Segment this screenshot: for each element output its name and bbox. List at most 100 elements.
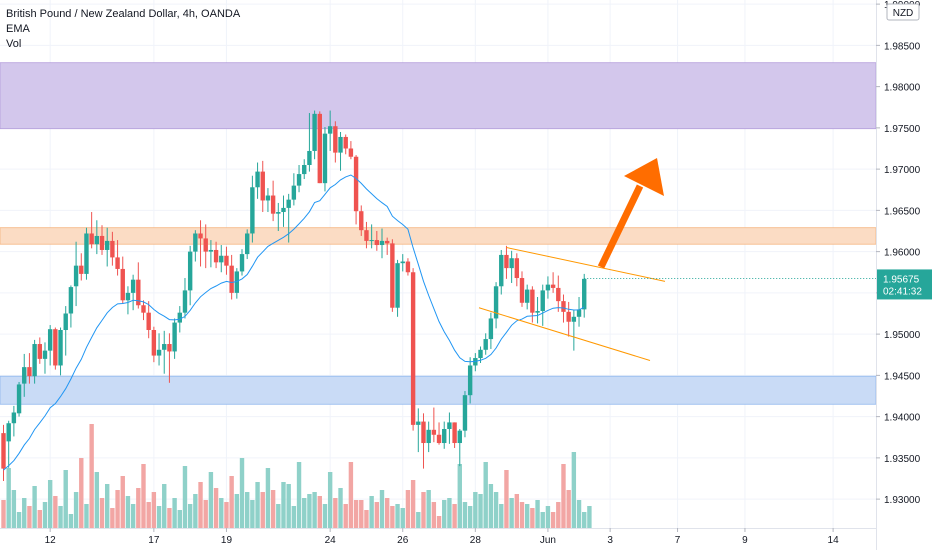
candle-body[interactable]	[369, 240, 374, 242]
price-tag[interactable]	[877, 269, 932, 300]
candle-body[interactable]	[390, 243, 395, 308]
candle-body[interactable]	[312, 113, 317, 151]
candle-body[interactable]	[198, 233, 203, 239]
candle-body[interactable]	[514, 258, 520, 279]
candle-body[interactable]	[442, 429, 447, 444]
currency-badge[interactable]	[886, 3, 920, 21]
candle-body[interactable]	[488, 318, 494, 340]
candle-body[interactable]	[571, 316, 577, 322]
ema-line[interactable]	[3, 174, 585, 471]
candle-body[interactable]	[250, 187, 255, 234]
candle-body[interactable]	[255, 171, 260, 188]
candle-body[interactable]	[11, 412, 17, 424]
candle-body[interactable]	[37, 344, 42, 359]
zone-resistance[interactable]	[0, 62, 877, 130]
candle-body[interactable]	[436, 434, 442, 444]
candle-body[interactable]	[556, 287, 561, 302]
candle-body[interactable]	[524, 289, 530, 303]
candle-body[interactable]	[125, 292, 131, 301]
candle-body[interactable]	[545, 284, 551, 291]
candle-body[interactable]	[58, 330, 63, 366]
candle-body[interactable]	[151, 330, 157, 356]
candle-body[interactable]	[317, 113, 322, 184]
candle-body[interactable]	[94, 235, 100, 245]
candle-body[interactable]	[582, 278, 587, 310]
candle-body[interactable]	[286, 199, 291, 208]
candle-body[interactable]	[229, 265, 234, 293]
candle-body[interactable]	[84, 233, 89, 274]
candle-body[interactable]	[110, 240, 115, 258]
candle-body[interactable]	[410, 272, 416, 425]
candle-body[interactable]	[32, 344, 37, 377]
channel-lower-line[interactable]	[478, 307, 651, 362]
candle-body[interactable]	[379, 240, 385, 246]
candle-body[interactable]	[359, 211, 364, 231]
candle-body[interactable]	[540, 290, 545, 312]
breakout-arrow-shaft[interactable]	[597, 184, 644, 269]
indicator-vol-label[interactable]: Vol	[6, 38, 22, 50]
candle-body[interactable]	[187, 251, 193, 291]
candle-body[interactable]	[73, 265, 79, 287]
candle-body[interactable]	[79, 265, 84, 274]
candle-body[interactable]	[462, 395, 468, 431]
candle-body[interactable]	[519, 278, 525, 303]
candle-body[interactable]	[338, 136, 343, 153]
zone-support[interactable]	[0, 375, 877, 405]
candle-body[interactable]	[42, 350, 48, 359]
candle-body[interactable]	[431, 429, 437, 435]
candle-body[interactable]	[167, 344, 172, 352]
candle-body[interactable]	[333, 126, 338, 153]
candle-body[interactable]	[234, 271, 240, 293]
candle-body[interactable]	[550, 284, 556, 288]
candle-body[interactable]	[322, 133, 328, 184]
candle-body[interactable]	[509, 258, 514, 269]
candle-body[interactable]	[416, 421, 421, 425]
candle-body[interactable]	[244, 233, 250, 255]
candle-body[interactable]	[141, 305, 146, 313]
candle-body[interactable]	[208, 249, 214, 252]
candle-body[interactable]	[89, 233, 94, 245]
candle-body[interactable]	[260, 171, 265, 201]
candle-body[interactable]	[120, 268, 125, 301]
candle-body[interactable]	[224, 255, 229, 266]
candle-body[interactable]	[307, 150, 312, 165]
candle-body[interactable]	[364, 230, 369, 241]
candle-body[interactable]	[421, 421, 426, 444]
candle-body[interactable]	[566, 311, 571, 322]
candle-body[interactable]	[270, 195, 276, 214]
candle-body[interactable]	[276, 212, 281, 214]
candle-body[interactable]	[467, 365, 473, 396]
candle-body[interactable]	[22, 367, 27, 384]
candle-body[interactable]	[452, 422, 457, 444]
candle-body[interactable]	[353, 156, 359, 212]
candle-body[interactable]	[115, 257, 120, 269]
candle-body[interactable]	[203, 238, 208, 252]
candle-body[interactable]	[343, 136, 348, 149]
candle-body[interactable]	[561, 301, 566, 312]
candle-body[interactable]	[130, 279, 136, 293]
candle-body[interactable]	[405, 261, 411, 273]
candle-body[interactable]	[239, 254, 245, 272]
candle-body[interactable]	[281, 207, 286, 213]
candle-body[interactable]	[156, 349, 162, 356]
candle-body[interactable]	[182, 290, 188, 313]
candle-body[interactable]	[457, 430, 462, 444]
candle-body[interactable]	[535, 311, 540, 313]
candle-body[interactable]	[384, 240, 390, 244]
candle-body[interactable]	[265, 195, 271, 201]
candle-body[interactable]	[426, 429, 431, 444]
zone-mid[interactable]	[0, 227, 877, 245]
candle-body[interactable]	[193, 233, 198, 252]
candle-body[interactable]	[68, 287, 74, 314]
candle-body[interactable]	[499, 254, 504, 287]
breakout-arrow-head[interactable]	[624, 158, 664, 196]
candle-body[interactable]	[374, 240, 380, 246]
candle-body[interactable]	[6, 423, 11, 442]
candle-body[interactable]	[136, 279, 141, 306]
candle-body[interactable]	[63, 313, 68, 331]
candle-body[interactable]	[395, 263, 400, 308]
candle-body[interactable]	[504, 254, 509, 269]
candle-body[interactable]	[16, 384, 22, 414]
candle-body[interactable]	[47, 329, 53, 351]
